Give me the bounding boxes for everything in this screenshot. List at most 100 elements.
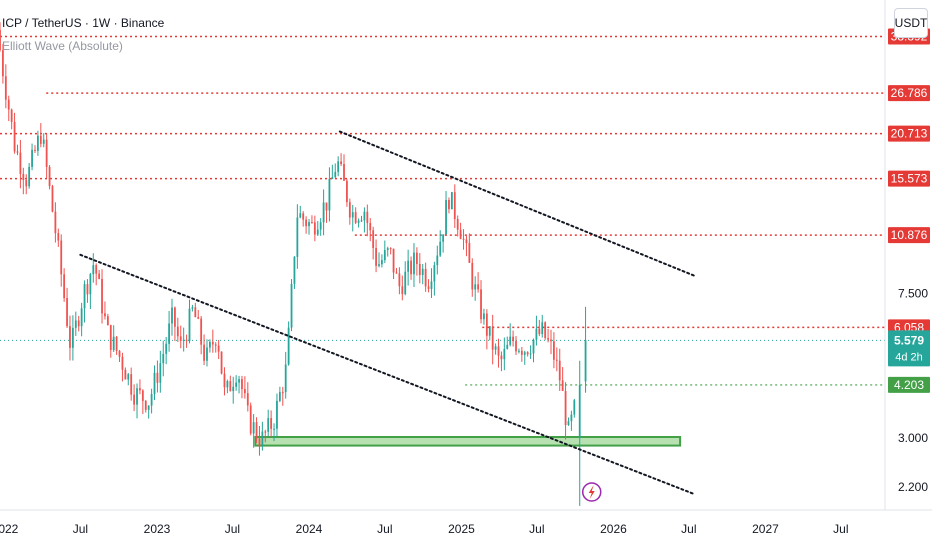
candle-body-39 — [112, 336, 115, 350]
x-tick-label-11: Jul — [833, 522, 848, 536]
x-tick-label-0: 2022 — [0, 522, 19, 536]
event-icon-bolt — [588, 485, 595, 499]
candle-body-148 — [430, 281, 433, 289]
candle-body-191 — [555, 359, 558, 361]
candle-body-112 — [325, 202, 328, 211]
candle-body-186 — [541, 322, 544, 335]
candle-body-38 — [109, 325, 112, 350]
candle-body-189 — [550, 339, 552, 342]
candle-body-72 — [208, 341, 211, 348]
candle-body-157 — [456, 219, 459, 230]
candle-body-159 — [462, 238, 465, 240]
candle-body-102 — [296, 217, 299, 257]
candle-body-78 — [226, 381, 229, 388]
candle-body-8 — [22, 173, 25, 181]
candle-body-152 — [442, 234, 445, 242]
y-tick-label-1: 3.000 — [898, 431, 928, 445]
candle-body-89 — [258, 438, 261, 447]
candle-body-73 — [211, 341, 214, 345]
candle-body-77 — [223, 373, 226, 388]
candle-body-137 — [398, 273, 401, 287]
candle-body-166 — [483, 313, 485, 320]
trendline-0 — [79, 253, 696, 496]
candle-body-113 — [328, 178, 331, 211]
candle-body-138 — [401, 286, 404, 295]
candle-body-18 — [51, 186, 54, 212]
candle-body-122 — [354, 212, 357, 223]
x-tick-label-5: Jul — [377, 522, 392, 536]
candle-body-156 — [453, 192, 456, 220]
candle-body-10 — [28, 166, 31, 187]
x-tick-label-3: Jul — [225, 522, 240, 536]
candle-body-192 — [558, 360, 561, 381]
horizontal-levels-layer — [0, 35, 885, 386]
candle-body-190 — [553, 341, 555, 360]
candle-body-47 — [136, 388, 138, 405]
event-lightning-icon — [581, 482, 602, 502]
candle-body-124 — [360, 220, 363, 222]
candle-body-132 — [383, 250, 386, 261]
candle-body-110 — [319, 222, 322, 230]
candle-body-15 — [42, 139, 45, 144]
candle-body-14 — [39, 135, 42, 144]
candle-body-35 — [101, 278, 103, 314]
candle-body-164 — [477, 284, 480, 290]
candle-body-2 — [4, 76, 7, 100]
x-tick-label-4: 2024 — [296, 522, 323, 536]
candle-body-13 — [36, 135, 39, 151]
candle-body-58 — [168, 323, 170, 344]
candle-body-139 — [404, 271, 407, 295]
candle-body-17 — [48, 166, 51, 187]
candle-body-86 — [249, 405, 252, 434]
candle-body-84 — [243, 389, 246, 394]
y-tick-label-2: 2.200 — [898, 480, 928, 494]
price-axis[interactable]: 7.5003.0002.20038.39226.78620.71315.5731… — [884, 0, 930, 510]
candle-body-103 — [299, 213, 302, 218]
candle-body-96 — [278, 392, 281, 401]
level-badge-6-text: 4.203 — [894, 378, 924, 392]
candle-body-0 — [0, 30, 1, 51]
level-badge-2-text: 20.713 — [891, 127, 928, 141]
candle-body-184 — [535, 328, 538, 340]
candle-body-74 — [214, 344, 217, 346]
level-badge-1: 26.786 — [888, 85, 930, 102]
candle-body-87 — [252, 422, 255, 434]
candle-body-65 — [188, 308, 191, 342]
candle-body-106 — [308, 222, 310, 227]
candle-body-69 — [200, 318, 203, 345]
candle-body-3 — [7, 99, 10, 110]
candle-body-142 — [413, 252, 415, 275]
candle-body-199 — [584, 340, 587, 382]
candle-body-115 — [334, 171, 337, 178]
candle-body-158 — [459, 229, 462, 239]
candle-body-55 — [159, 363, 162, 383]
candle-body-175 — [509, 336, 512, 345]
candle-body-76 — [220, 351, 223, 374]
candle-body-174 — [506, 344, 509, 349]
candle-body-149 — [433, 265, 436, 282]
level-badge-1-bg — [888, 85, 930, 102]
candle-body-43 — [124, 369, 127, 380]
currency-button[interactable]: USDT — [894, 8, 928, 38]
candle-body-109 — [316, 229, 319, 235]
candle-body-126 — [366, 211, 369, 224]
candle-body-117 — [340, 161, 342, 165]
time-axis[interactable]: 2022 Jul 2023 Jul 2024 Jul 2025 Jul 2026 Jul 2027 J… — [0, 509, 932, 536]
symbol-title: ICP / TetherUS · 1W · Binance — [2, 16, 165, 30]
candle-body-48 — [139, 388, 141, 391]
candle-body-36 — [104, 313, 106, 317]
candle-body-57 — [165, 343, 168, 354]
candle-body-155 — [450, 192, 453, 210]
candle-body-146 — [424, 268, 427, 287]
candle-body-94 — [273, 428, 275, 430]
candle-body-88 — [255, 422, 258, 439]
candle-body-19 — [54, 211, 57, 234]
level-badge-4-bg — [888, 227, 930, 244]
candle-body-32 — [92, 265, 95, 275]
candle-body-170 — [494, 346, 497, 350]
candle-body-60 — [174, 307, 176, 327]
candle-body-104 — [302, 213, 305, 220]
candle-body-93 — [270, 418, 273, 429]
